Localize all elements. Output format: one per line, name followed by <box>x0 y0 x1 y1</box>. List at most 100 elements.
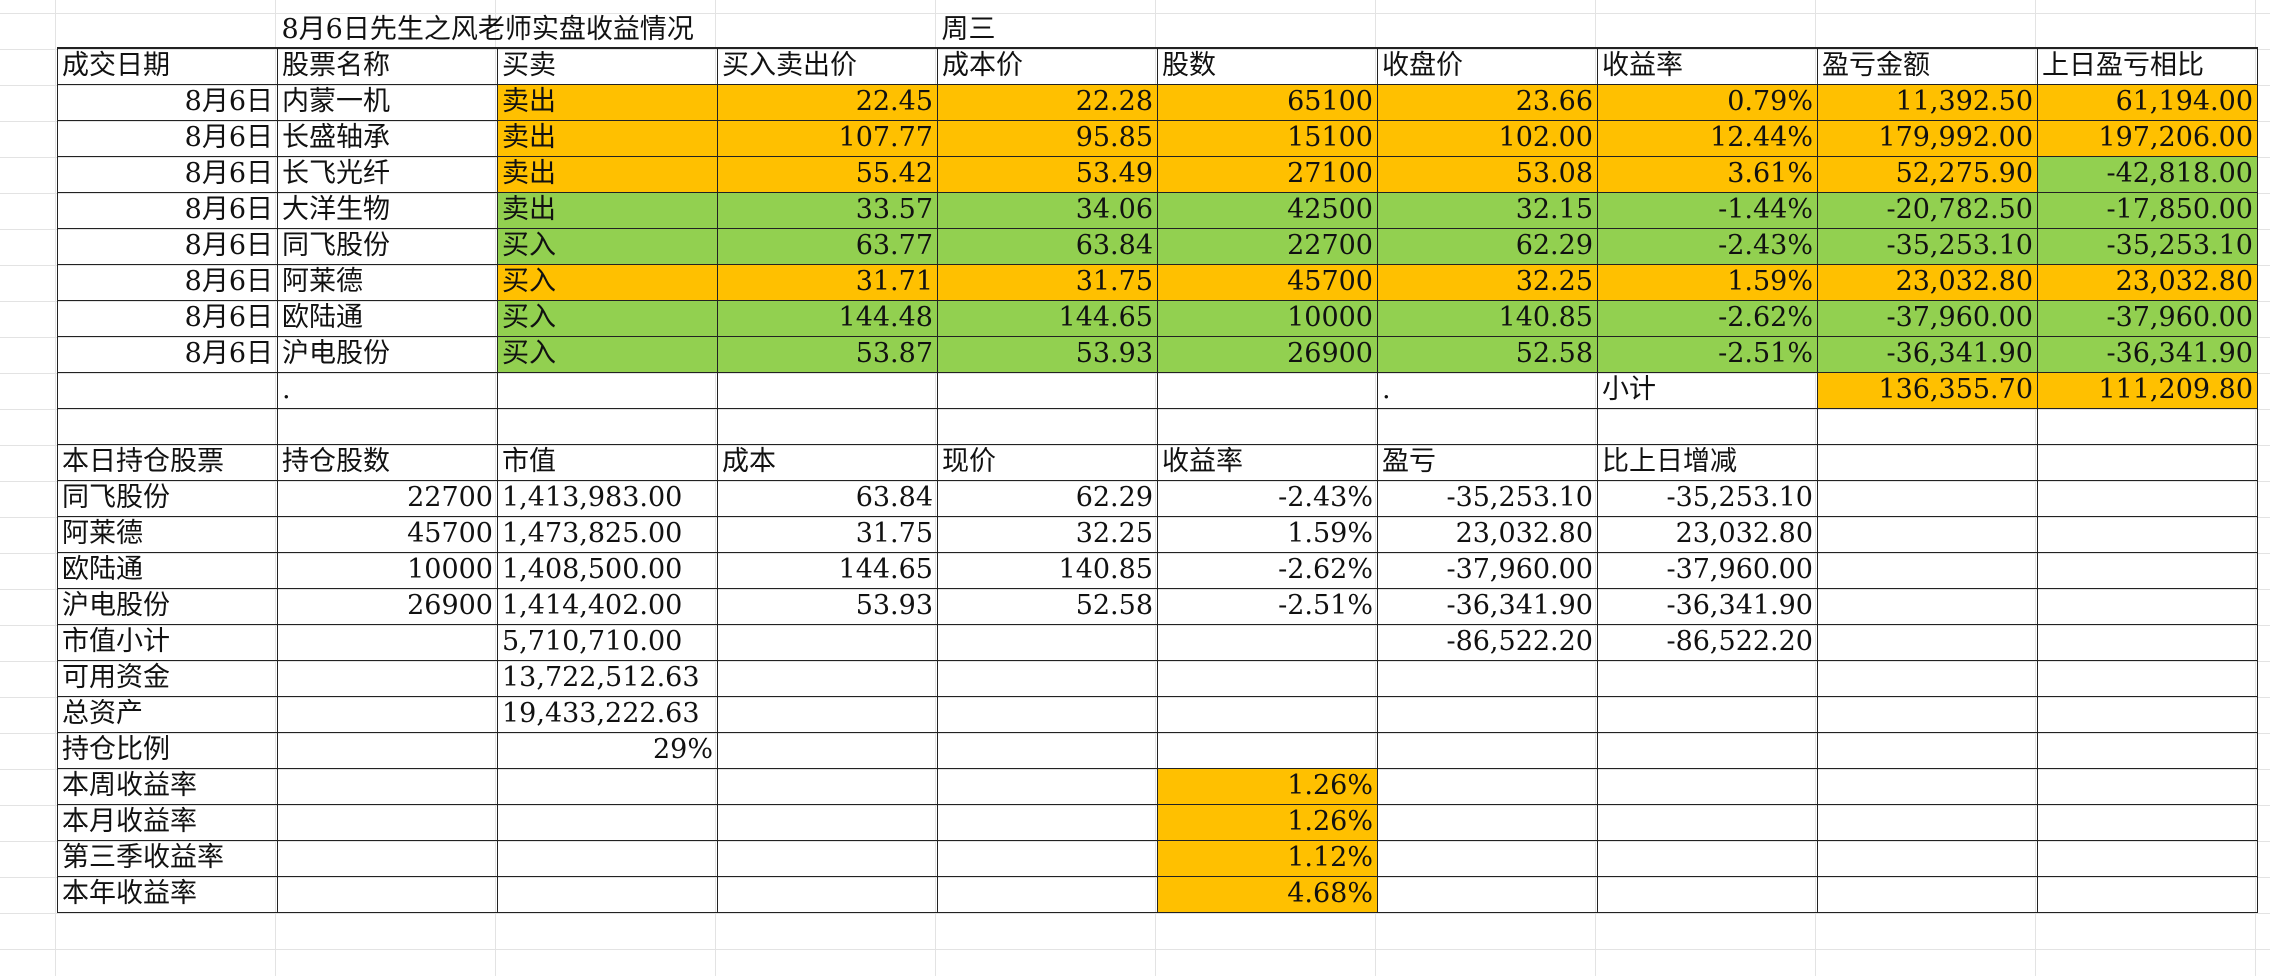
cell[interactable] <box>277 659 498 697</box>
cell[interactable] <box>1817 695 2038 733</box>
cell[interactable] <box>277 623 498 661</box>
cell[interactable]: 8月6日 <box>57 299 278 337</box>
header-cell[interactable]: 买卖 <box>497 47 718 85</box>
cell[interactable]: 22700 <box>1157 227 1378 265</box>
cell[interactable]: 22.45 <box>717 83 938 121</box>
cell[interactable]: 12.44% <box>1597 119 1818 157</box>
cell[interactable] <box>2037 479 2258 517</box>
cell[interactable] <box>1377 875 1598 913</box>
cell[interactable] <box>1157 371 1378 409</box>
cell[interactable] <box>1597 659 1818 697</box>
cell[interactable] <box>1157 731 1378 769</box>
cell[interactable]: -35,253.10 <box>1597 479 1818 517</box>
cell[interactable] <box>717 731 938 769</box>
cell[interactable]: 卖出 <box>497 155 718 193</box>
cell[interactable]: 1,473,825.00 <box>497 515 718 553</box>
cell[interactable] <box>937 623 1158 661</box>
cell[interactable]: 53.93 <box>937 335 1158 373</box>
cell[interactable]: 107.77 <box>717 119 938 157</box>
cell[interactable]: 140.85 <box>937 551 1158 589</box>
cell[interactable]: 65100 <box>1157 83 1378 121</box>
cell[interactable]: 3.61% <box>1597 155 1818 193</box>
cell[interactable] <box>2037 767 2258 805</box>
cell[interactable] <box>2037 659 2258 697</box>
cell[interactable] <box>937 371 1158 409</box>
cell[interactable]: 62.29 <box>937 479 1158 517</box>
header-cell[interactable]: 股票名称 <box>277 47 498 85</box>
cell[interactable]: 8月6日 <box>57 227 278 265</box>
cell[interactable] <box>1597 839 1818 877</box>
cell[interactable] <box>1377 839 1598 877</box>
cell[interactable]: 31.71 <box>717 263 938 301</box>
cell[interactable]: -17,850.00 <box>2037 191 2258 229</box>
cell[interactable]: -20,782.50 <box>1817 191 2038 229</box>
subtotal-pnl[interactable]: 136,355.70 <box>1817 371 2038 409</box>
cell[interactable]: -86,522.20 <box>1377 623 1598 661</box>
cell[interactable]: 31.75 <box>717 515 938 553</box>
cell[interactable] <box>937 803 1158 841</box>
cell[interactable]: -37,960.00 <box>1597 551 1818 589</box>
cell[interactable] <box>497 803 718 841</box>
cell[interactable]: 62.29 <box>1377 227 1598 265</box>
cell[interactable]: 61,194.00 <box>2037 83 2258 121</box>
cell[interactable]: 63.77 <box>717 227 938 265</box>
cell[interactable]: -2.43% <box>1157 479 1378 517</box>
cell[interactable]: 买入 <box>497 227 718 265</box>
cell[interactable]: -35,253.10 <box>1817 227 2038 265</box>
cell[interactable]: 卖出 <box>497 83 718 121</box>
cell[interactable] <box>277 803 498 841</box>
cell[interactable]: 8月6日 <box>57 119 278 157</box>
report-title[interactable]: 8月6日先生之风老师实盘收益情况 <box>281 13 694 45</box>
cell[interactable]: 140.85 <box>1377 299 1598 337</box>
cell[interactable] <box>2037 839 2258 877</box>
cell[interactable]: 53.93 <box>717 587 938 625</box>
cell[interactable]: 8月6日 <box>57 191 278 229</box>
cell[interactable] <box>58 12 278 48</box>
header-cell[interactable]: 成本价 <box>937 47 1158 85</box>
cell[interactable]: 144.65 <box>717 551 938 589</box>
cell[interactable]: 34.06 <box>937 191 1158 229</box>
cell[interactable]: 55.42 <box>717 155 938 193</box>
cell[interactable]: 53.87 <box>717 335 938 373</box>
cell[interactable]: -37,960.00 <box>1377 551 1598 589</box>
cell[interactable]: 本周收益率 <box>57 767 278 805</box>
cell[interactable] <box>1377 695 1598 733</box>
cell[interactable] <box>937 839 1158 877</box>
cell[interactable] <box>1817 623 2038 661</box>
cell[interactable]: 4.68% <box>1157 875 1378 913</box>
cell[interactable] <box>717 875 938 913</box>
cell[interactable] <box>1157 659 1378 697</box>
cell[interactable]: 大洋生物 <box>277 191 498 229</box>
cell[interactable] <box>937 731 1158 769</box>
cell[interactable]: -35,253.10 <box>2037 227 2258 265</box>
cell[interactable]: 1,408,500.00 <box>497 551 718 589</box>
cell[interactable] <box>717 803 938 841</box>
weekday-label[interactable]: 周三 <box>941 13 996 45</box>
cell[interactable] <box>277 839 498 877</box>
cell[interactable] <box>2037 695 2258 733</box>
cell[interactable]: 第三季收益率 <box>57 839 278 877</box>
cell[interactable] <box>1817 731 2038 769</box>
cell[interactable]: -42,818.00 <box>2037 155 2258 193</box>
cell[interactable]: 1.26% <box>1157 803 1378 841</box>
cell[interactable]: -36,341.90 <box>1817 335 2038 373</box>
cell[interactable] <box>2037 803 2258 841</box>
cell[interactable] <box>2037 443 2258 481</box>
cell[interactable]: -36,341.90 <box>2037 335 2258 373</box>
cell[interactable] <box>1158 12 1378 48</box>
cell[interactable]: 阿莱德 <box>277 263 498 301</box>
cell[interactable]: 10000 <box>1157 299 1378 337</box>
cell[interactable] <box>1817 767 2038 805</box>
cell[interactable] <box>1157 695 1378 733</box>
header-cell[interactable]: 盈亏金额 <box>1817 47 2038 85</box>
cell[interactable] <box>497 767 718 805</box>
cell[interactable] <box>277 695 498 733</box>
cell[interactable]: 1.59% <box>1157 515 1378 553</box>
cell[interactable]: 持仓比例 <box>57 731 278 769</box>
cell[interactable]: -2.43% <box>1597 227 1818 265</box>
cell[interactable]: 23,032.80 <box>2037 263 2258 301</box>
cell[interactable] <box>1597 875 1818 913</box>
header-cell[interactable]: 收益率 <box>1597 47 1818 85</box>
cell[interactable] <box>1817 803 2038 841</box>
cell[interactable]: 欧陆通 <box>277 299 498 337</box>
